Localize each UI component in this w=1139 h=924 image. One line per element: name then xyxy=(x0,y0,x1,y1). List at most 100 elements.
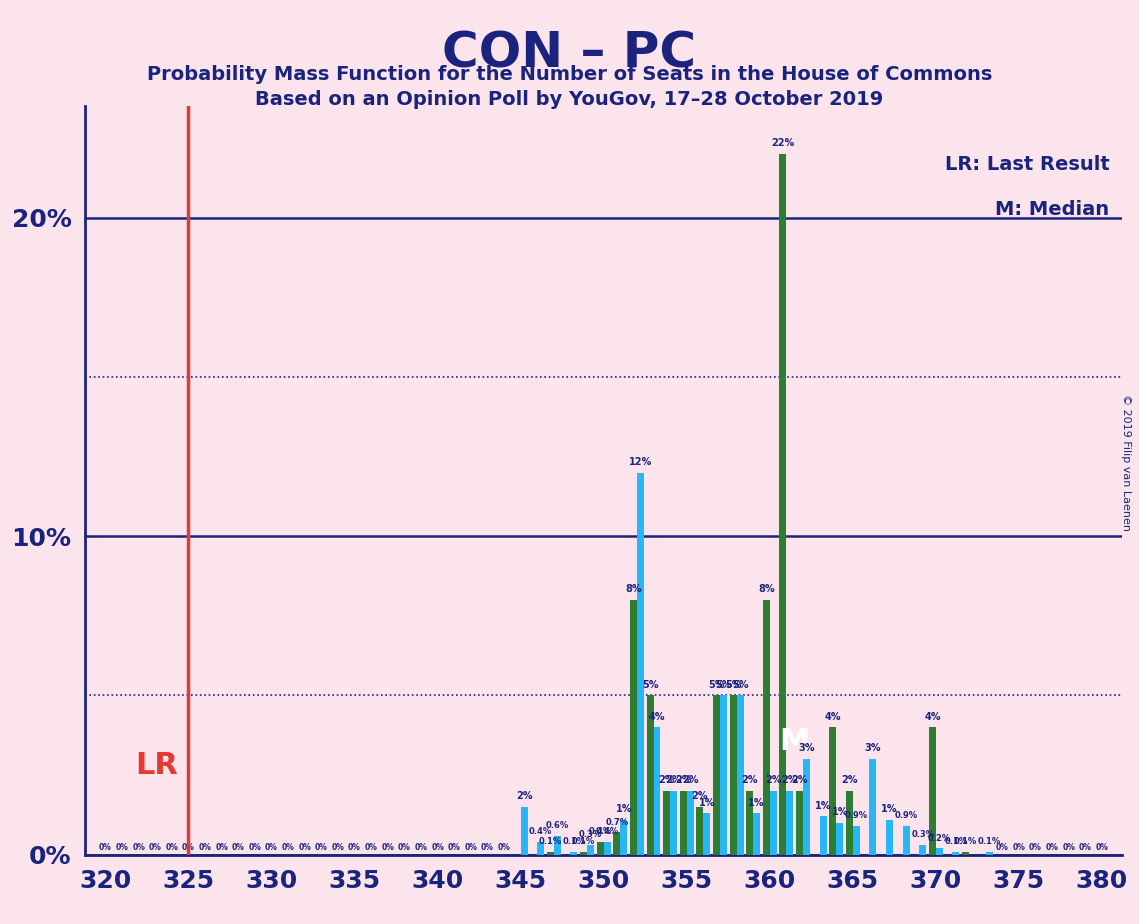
Bar xyxy=(647,696,654,855)
Text: 0%: 0% xyxy=(99,843,112,852)
Bar xyxy=(663,791,670,855)
Text: 0%: 0% xyxy=(265,843,278,852)
Text: 0.9%: 0.9% xyxy=(845,811,868,821)
Bar xyxy=(621,820,628,855)
Bar xyxy=(746,791,753,855)
Text: 2%: 2% xyxy=(841,775,858,785)
Text: 8%: 8% xyxy=(757,584,775,594)
Text: 0%: 0% xyxy=(1046,843,1058,852)
Bar xyxy=(803,760,810,855)
Text: 2%: 2% xyxy=(691,791,708,801)
Text: 5%: 5% xyxy=(641,680,658,689)
Bar xyxy=(580,852,587,855)
Text: 1%: 1% xyxy=(814,801,831,810)
Text: 0%: 0% xyxy=(481,843,494,852)
Bar xyxy=(796,791,803,855)
Bar xyxy=(538,842,544,855)
Bar xyxy=(587,845,595,855)
Text: 0%: 0% xyxy=(182,843,195,852)
Bar xyxy=(547,852,554,855)
Text: 0%: 0% xyxy=(1096,843,1108,852)
Text: Based on an Opinion Poll by YouGov, 17–28 October 2019: Based on an Opinion Poll by YouGov, 17–2… xyxy=(255,90,884,109)
Text: 0%: 0% xyxy=(1030,843,1042,852)
Text: 1%: 1% xyxy=(698,797,715,808)
Text: 0.2%: 0.2% xyxy=(928,833,951,843)
Text: 0%: 0% xyxy=(298,843,311,852)
Bar xyxy=(770,791,777,855)
Text: 12%: 12% xyxy=(629,456,652,467)
Text: 2%: 2% xyxy=(741,775,757,785)
Text: M: M xyxy=(779,727,810,756)
Bar xyxy=(753,813,760,855)
Bar xyxy=(654,727,661,855)
Text: 0%: 0% xyxy=(198,843,212,852)
Text: 2%: 2% xyxy=(765,775,781,785)
Text: 2%: 2% xyxy=(675,775,691,785)
Text: 0%: 0% xyxy=(398,843,411,852)
Text: 5%: 5% xyxy=(708,680,724,689)
Bar xyxy=(786,791,794,855)
Text: 0%: 0% xyxy=(465,843,477,852)
Text: 0%: 0% xyxy=(349,843,361,852)
Text: 0%: 0% xyxy=(364,843,377,852)
Bar xyxy=(696,807,704,855)
Text: 0%: 0% xyxy=(432,843,444,852)
Text: 0.4%: 0.4% xyxy=(596,827,618,836)
Text: 2%: 2% xyxy=(792,775,808,785)
Bar xyxy=(571,852,577,855)
Text: 0%: 0% xyxy=(132,843,145,852)
Bar xyxy=(630,600,637,855)
Text: 5%: 5% xyxy=(715,680,731,689)
Text: 0.4%: 0.4% xyxy=(530,827,552,836)
Text: 2%: 2% xyxy=(516,791,532,801)
Text: 1%: 1% xyxy=(615,804,632,814)
Text: 0.4%: 0.4% xyxy=(589,827,612,836)
Text: 4%: 4% xyxy=(649,711,665,722)
Text: 0%: 0% xyxy=(248,843,261,852)
Text: 4%: 4% xyxy=(825,711,841,722)
Text: 2%: 2% xyxy=(658,775,675,785)
Bar xyxy=(604,842,611,855)
Text: 0.6%: 0.6% xyxy=(546,821,570,830)
Text: 3%: 3% xyxy=(865,744,882,753)
Text: 0%: 0% xyxy=(995,843,1009,852)
Bar xyxy=(763,600,770,855)
Bar xyxy=(846,791,853,855)
Text: 0%: 0% xyxy=(314,843,328,852)
Bar xyxy=(521,807,527,855)
Text: 0%: 0% xyxy=(382,843,394,852)
Bar xyxy=(730,696,737,855)
Text: 0.3%: 0.3% xyxy=(579,831,603,839)
Text: 2%: 2% xyxy=(665,775,682,785)
Text: 2%: 2% xyxy=(781,775,798,785)
Bar xyxy=(687,791,694,855)
Text: 0%: 0% xyxy=(1063,843,1075,852)
Bar xyxy=(670,791,677,855)
Text: Probability Mass Function for the Number of Seats in the House of Commons: Probability Mass Function for the Number… xyxy=(147,65,992,84)
Bar xyxy=(703,813,711,855)
Text: 0.1%: 0.1% xyxy=(539,837,562,845)
Text: 0%: 0% xyxy=(448,843,460,852)
Text: M: Median: M: Median xyxy=(995,200,1109,219)
Text: 0%: 0% xyxy=(115,843,129,852)
Text: 0.3%: 0.3% xyxy=(911,831,934,839)
Text: 2%: 2% xyxy=(682,775,698,785)
Text: 4%: 4% xyxy=(924,711,941,722)
Text: 0%: 0% xyxy=(415,843,427,852)
Text: 5%: 5% xyxy=(724,680,741,689)
Bar xyxy=(919,845,926,855)
Text: 0%: 0% xyxy=(331,843,344,852)
Bar xyxy=(962,852,969,855)
Bar xyxy=(869,760,876,855)
Text: 1%: 1% xyxy=(882,804,898,814)
Text: 0%: 0% xyxy=(149,843,162,852)
Text: 0.1%: 0.1% xyxy=(954,837,977,845)
Text: 22%: 22% xyxy=(771,139,795,148)
Text: 1%: 1% xyxy=(831,808,847,817)
Bar xyxy=(903,826,910,855)
Text: 0.1%: 0.1% xyxy=(944,837,968,845)
Bar xyxy=(820,817,827,855)
Bar xyxy=(720,696,727,855)
Bar xyxy=(779,154,786,855)
Bar xyxy=(886,820,893,855)
